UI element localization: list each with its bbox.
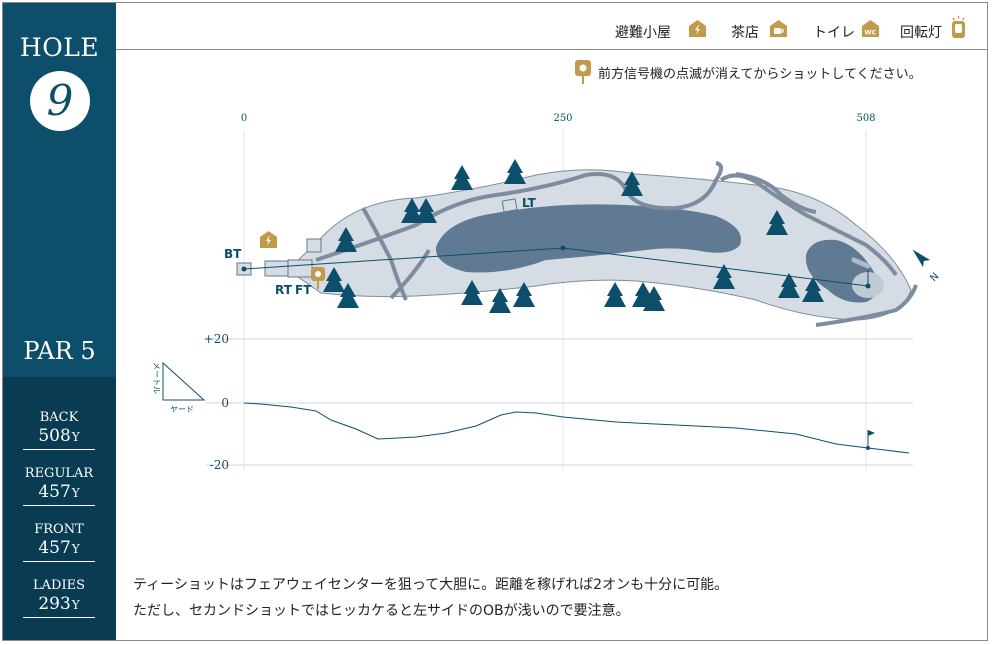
tree (766, 210, 788, 235)
tree (415, 198, 437, 223)
distance-tick: 0 (241, 113, 247, 124)
tee-name: LADIES (33, 578, 85, 593)
tee-regular: REGULAR 457Y (23, 464, 95, 506)
lightning-hut-icon (689, 20, 706, 37)
toilet-icon: WC (862, 20, 879, 37)
tee-name: REGULAR (24, 466, 94, 481)
tree (802, 277, 824, 302)
trees (323, 159, 824, 313)
tee-name: BACK (39, 410, 79, 425)
tee-label-ft: FT (295, 283, 312, 297)
legend-label-light: 回転灯 (900, 25, 942, 41)
tree (604, 282, 626, 307)
tree (489, 288, 511, 313)
par-label: PAR 5 (23, 337, 96, 365)
signal-icon (575, 60, 591, 84)
yard-label: ヤード (170, 405, 194, 414)
tree (401, 198, 423, 223)
cart-path (815, 284, 918, 327)
tee-label-bt: BT (224, 247, 242, 261)
north-arrow-icon (912, 249, 931, 268)
hole-map: 0 250 508 (152, 113, 941, 472)
elevation-tick: +20 (204, 332, 229, 346)
tee-label-lt: LT (522, 196, 537, 210)
tree (337, 283, 359, 308)
cart-path (389, 248, 431, 300)
sidebar: HOLE 9 PAR 5 BACK 508Y REGULAR 457Y FRON… (3, 3, 116, 640)
tree (632, 282, 654, 307)
toilet-badge: WC (865, 29, 877, 37)
tree (621, 171, 643, 196)
tee-distance: 457Y (38, 538, 80, 558)
hole-number: 9 (46, 76, 74, 125)
elevation-flag-icon (868, 430, 875, 436)
tree (513, 282, 535, 307)
legend-bar: 避難小屋 茶店 トイレ WC 回転灯 (116, 3, 987, 50)
tee-back: BACK 508Y (23, 408, 95, 450)
tee-label-rt: RT (275, 283, 293, 297)
tee-point (241, 266, 247, 272)
landing-point (560, 245, 566, 251)
tee-box-ft (287, 259, 313, 278)
tree (504, 159, 526, 184)
hole-number-badge: 9 (30, 71, 90, 131)
tee-distance: 293Y (38, 594, 80, 614)
tee-distance: 508Y (38, 426, 80, 446)
tee-ladies: LADIES 293Y (23, 576, 95, 618)
signal-notice: 前方信号機の点滅が消えてからショットしてください。 (598, 67, 922, 82)
signal-marker (311, 267, 325, 289)
elevation-tick: 0 (221, 396, 229, 410)
tee-box-rt (264, 260, 290, 277)
shelter-marker (260, 231, 277, 248)
tee-name: FRONT (34, 522, 84, 537)
description-line: ただし、セカンドショットではヒッカケると左サイドのOBが浅いので要注意。 (133, 603, 630, 619)
tree (335, 227, 357, 252)
distance-tick: 250 (553, 113, 572, 124)
tree (713, 264, 735, 289)
north-label: N (928, 271, 941, 284)
tee-distance-panel: BACK 508Y REGULAR 457Y FRONT 457Y LADIES… (3, 377, 116, 640)
distance-tick: 508 (856, 113, 875, 124)
cart-path (735, 172, 817, 214)
description-line: ティーショットはフェアウェイセンターを狙って大胆に。距離を稼げれば2オンも十分に… (133, 577, 729, 593)
teahouse-icon (770, 20, 787, 37)
bunker (851, 257, 871, 269)
tree (643, 286, 665, 311)
elevation-profile (243, 402, 910, 454)
tee-box-upper (306, 238, 322, 253)
tee-box-lt (501, 198, 518, 213)
hole-label: HOLE (19, 33, 100, 62)
rotating-light-icon (952, 16, 965, 38)
legend-label-toilet: トイレ (813, 25, 855, 41)
tree (461, 280, 483, 305)
tee-distance: 457Y (38, 482, 80, 502)
meter-label: メートル (152, 362, 161, 394)
legend-label-teahouse: 茶店 (731, 25, 759, 41)
unit-triangle-icon (162, 361, 206, 401)
elevation-tick: -20 (210, 458, 229, 472)
tee-front: FRONT 457Y (23, 520, 95, 562)
tree (451, 165, 473, 190)
tree (323, 267, 345, 292)
legend-label-hut: 避難小屋 (615, 25, 671, 41)
tree (778, 273, 800, 298)
cart-path (315, 161, 723, 262)
fairway (435, 204, 741, 273)
